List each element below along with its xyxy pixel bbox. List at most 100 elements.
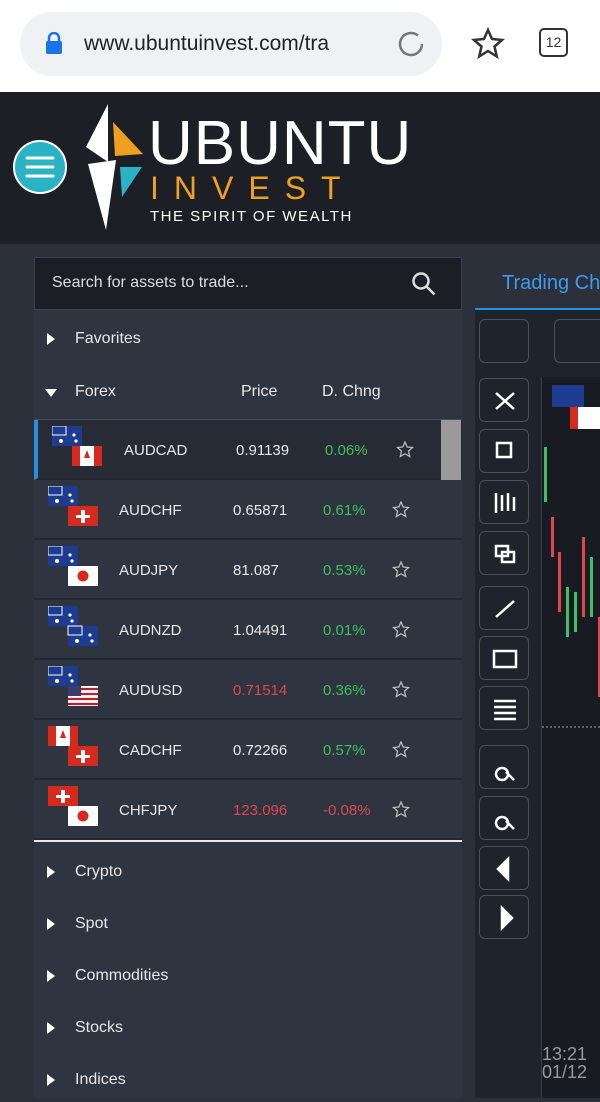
- tool-icon: [495, 600, 515, 618]
- asset-row[interactable]: CHFJPY 123.096 -0.08%: [34, 780, 462, 840]
- category-row[interactable]: Commodities: [34, 946, 462, 998]
- tool-icon: [494, 766, 515, 782]
- pair-flags: [48, 666, 98, 706]
- category-label: Crypto: [75, 863, 123, 880]
- pair-flags: [48, 606, 98, 646]
- menu-button[interactable]: [13, 140, 67, 194]
- asset-price: 0.72266: [233, 742, 288, 759]
- asset-change: -0.08%: [323, 802, 371, 819]
- star-icon: [391, 740, 411, 758]
- asset-row[interactable]: AUDJPY 81.087 0.53%: [34, 540, 462, 600]
- asset-price: 0.91139: [236, 442, 290, 459]
- favorite-star[interactable]: [391, 740, 411, 759]
- category-row[interactable]: Spot: [34, 894, 462, 946]
- collapsed-arrow: [47, 918, 55, 930]
- sidebar: Search for assets to trade... Favorites F…: [34, 257, 462, 1098]
- category-row[interactable]: Crypto: [34, 842, 462, 894]
- brand-sub: INVEST: [150, 170, 356, 206]
- favorites-label: Favorites: [75, 330, 141, 347]
- tool-icon: [495, 392, 515, 410]
- asset-row[interactable]: AUDUSD 0.71514 0.36%: [34, 660, 462, 720]
- star-icon: [391, 680, 411, 698]
- chart-tool-button[interactable]: [479, 686, 529, 730]
- url-box[interactable]: www.ubuntuinvest.com/tra: [20, 12, 442, 76]
- asset-name: AUDNZD: [119, 622, 182, 639]
- chart-tool-button[interactable]: [479, 429, 529, 473]
- star-icon: [391, 500, 411, 518]
- quote-flag: [68, 506, 98, 526]
- chart-tool-button[interactable]: [479, 846, 529, 890]
- expanded-arrow: [45, 389, 57, 397]
- menu-icon: [25, 156, 55, 178]
- flag-ca: [570, 407, 600, 429]
- chart-area: 13:21 01/12: [541, 377, 600, 1098]
- chart-tool-button[interactable]: [479, 586, 529, 630]
- search-icon: [412, 272, 436, 296]
- favorite-star[interactable]: [391, 680, 411, 699]
- base-flag: [48, 666, 78, 686]
- base-flag: [48, 486, 78, 506]
- chart-tool-button[interactable]: [479, 531, 529, 575]
- tool-icon: [494, 815, 515, 831]
- chart-date: 01/12: [542, 1062, 588, 1082]
- collapsed-arrow: [47, 970, 55, 982]
- star-icon[interactable]: [471, 27, 505, 61]
- asset-name: AUDJPY: [119, 562, 179, 579]
- scrollbar[interactable]: [441, 420, 461, 480]
- asset-price: 1.04491: [233, 622, 288, 639]
- quote-flag: [67, 625, 98, 646]
- chart-time: 13:21: [542, 1044, 588, 1064]
- asset-price: 81.087: [233, 562, 279, 579]
- chart-tool-button[interactable]: [479, 378, 529, 422]
- star-icon: [391, 560, 411, 578]
- category-row[interactable]: Indices: [34, 1050, 462, 1102]
- quote-flag: [72, 446, 102, 466]
- base-flag: [48, 726, 78, 746]
- favorite-star[interactable]: [391, 500, 411, 519]
- quote-flag: [68, 806, 98, 826]
- asset-row[interactable]: AUDNZD 1.04491 0.01%: [34, 600, 462, 660]
- chart-tool-button[interactable]: [479, 745, 529, 789]
- pair-flags: [48, 786, 98, 826]
- category-label: Stocks: [75, 1019, 124, 1036]
- asset-row[interactable]: AUDCHF 0.65871 0.61%: [34, 480, 462, 540]
- star-icon: [391, 620, 411, 638]
- search-box[interactable]: Search for assets to trade...: [34, 257, 462, 310]
- chart-toolbar-top[interactable]: [479, 319, 529, 363]
- favorites-row[interactable]: Favorites: [34, 310, 462, 362]
- asset-change: 0.36%: [323, 682, 366, 699]
- chart-tool-button[interactable]: [479, 796, 529, 840]
- search-placeholder: Search for assets to trade...: [52, 274, 249, 291]
- chart-tool-button[interactable]: [479, 480, 529, 524]
- chart-tool-button[interactable]: [479, 895, 529, 939]
- asset-price: 123.096: [233, 802, 288, 819]
- reload-icon[interactable]: [396, 29, 426, 59]
- asset-change: 0.06%: [325, 442, 368, 459]
- asset-name: AUDCHF: [119, 502, 182, 519]
- pair-flags: [48, 726, 98, 766]
- quote-flag: [68, 746, 98, 766]
- asset-price: 0.71514: [233, 682, 288, 699]
- asset-change: 0.53%: [323, 562, 366, 579]
- favorite-star[interactable]: [391, 800, 411, 819]
- flag-au: [552, 385, 584, 407]
- favorite-star[interactable]: [391, 620, 411, 639]
- chart-tab[interactable]: Trading Ch: [475, 257, 600, 310]
- site-header: UBUNTU INVEST THE SPIRIT OF WEALTH: [0, 92, 600, 244]
- col-change: D. Chng: [322, 383, 381, 400]
- chart-tool-button[interactable]: [479, 636, 529, 680]
- asset-list: Favorites Forex Price D. Chng AUDCAD 0.91139 0…: [34, 310, 462, 1098]
- collapsed-arrow: [47, 333, 55, 345]
- collapsed-arrow: [47, 1022, 55, 1034]
- chart-type-button[interactable]: [554, 319, 600, 363]
- asset-row[interactable]: CADCHF 0.72266 0.57%: [34, 720, 462, 780]
- favorite-star[interactable]: [395, 440, 415, 459]
- forex-header[interactable]: Forex Price D. Chng: [34, 362, 462, 420]
- tool-icon: [492, 649, 518, 669]
- favorite-star[interactable]: [391, 560, 411, 579]
- base-flag: [48, 546, 78, 566]
- asset-row[interactable]: AUDCAD 0.91139 0.06%: [34, 420, 462, 480]
- tab-count[interactable]: 12: [539, 28, 568, 57]
- category-row[interactable]: Stocks: [34, 998, 462, 1050]
- lock-icon: [46, 32, 62, 54]
